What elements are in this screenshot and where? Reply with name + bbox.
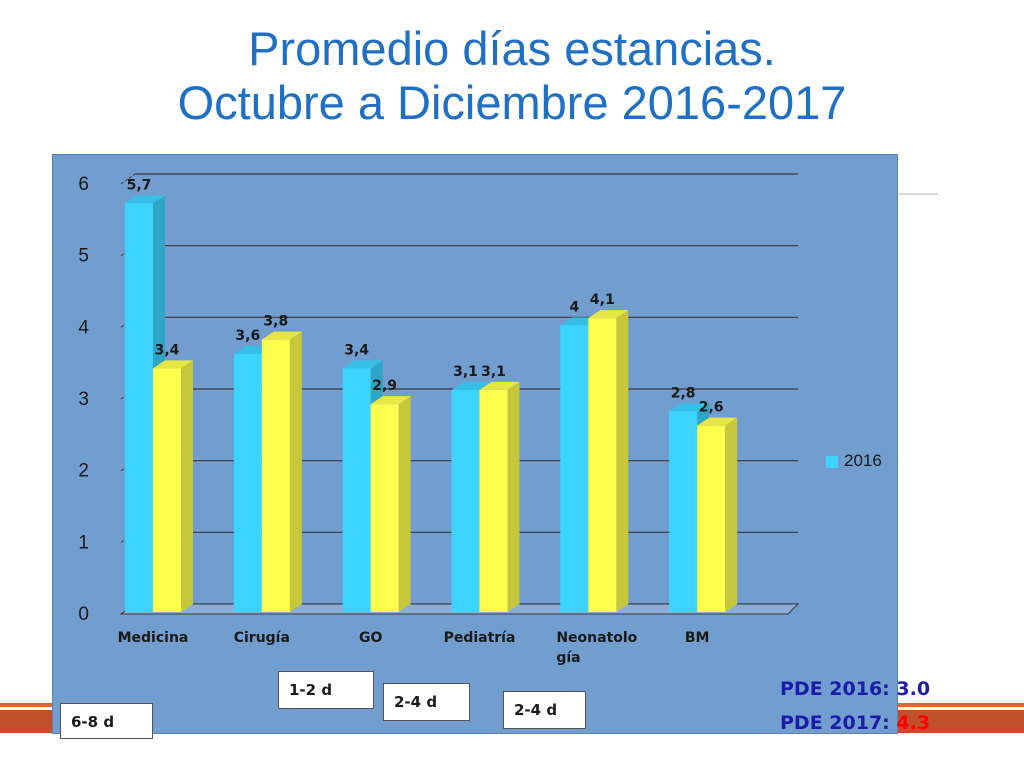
bar — [125, 203, 153, 612]
bar-side — [725, 417, 738, 612]
bar — [588, 318, 617, 612]
pde-2017-value: 4.3 — [896, 712, 931, 734]
bar-top — [588, 310, 629, 319]
bar-top — [669, 403, 710, 412]
y-tick-label: 4 — [78, 317, 89, 338]
data-label: 3,4 — [344, 342, 369, 358]
gridline-depth — [120, 460, 136, 472]
x-category-label: Neonatolo — [556, 630, 637, 646]
y-tick-label: 2 — [78, 461, 89, 482]
x-category-label: Cirugía — [234, 630, 290, 646]
x-category-label: GO — [359, 630, 382, 646]
data-label: 3,4 — [155, 342, 180, 358]
x-category-label: gía — [556, 650, 580, 666]
bar — [479, 389, 508, 612]
bar — [370, 404, 399, 612]
pde-2016-label: PDE 2016: — [780, 678, 890, 700]
bar-side — [289, 331, 302, 612]
gridline-depth — [120, 245, 136, 257]
bar — [669, 411, 698, 612]
bar — [560, 325, 589, 612]
x-category-label: Medicina — [118, 630, 189, 646]
bar-side — [181, 360, 193, 612]
footer-white-strip — [0, 733, 1024, 768]
data-label: 3,1 — [453, 364, 478, 380]
data-label: 5,7 — [127, 178, 152, 194]
bar-top — [261, 331, 302, 340]
bar-top — [370, 396, 411, 405]
data-label: 2,6 — [699, 400, 724, 416]
title-line-1: Promedio días estancias. — [248, 22, 776, 75]
bar-side — [507, 381, 520, 612]
data-label: 2,9 — [372, 378, 397, 394]
bar-top — [125, 195, 165, 204]
bar-side — [616, 310, 629, 612]
bar — [261, 339, 290, 612]
bar — [451, 389, 480, 612]
data-label: 4,1 — [590, 292, 615, 308]
legend-swatch — [826, 456, 838, 468]
data-label: 3,1 — [481, 364, 506, 380]
bar-top — [342, 360, 383, 369]
data-label: 2,8 — [671, 385, 696, 401]
bar-top — [479, 381, 520, 390]
range-box-cirugia: 1-2 d — [278, 671, 374, 709]
pde-2017-line: PDE 2017: 4.3 — [780, 712, 930, 734]
range-box-go: 2-4 d — [383, 683, 470, 721]
gridline-depth — [120, 316, 136, 328]
bar — [153, 368, 181, 612]
bar — [342, 368, 371, 612]
y-tick-label: 6 — [78, 174, 89, 195]
bar-chart: 0 1 2 3 4 5 6 5,7 3,4 Medicina 3,63,8 Cirugía 3,4 2,9… — [78, 173, 800, 666]
x-category-label: BM — [685, 630, 710, 646]
title-line-2: Octubre a Diciembre 2016-2017 — [177, 76, 847, 129]
slide-title: Promedio días estancias. Octubre a Dicie… — [0, 22, 1024, 130]
y-tick-label: 5 — [78, 246, 89, 267]
data-label: 3,6 — [235, 328, 260, 344]
y-tick-label: 0 — [78, 604, 89, 625]
x-category-label: Pediatría — [444, 630, 516, 646]
y-tick-label: 1 — [78, 532, 89, 553]
bar-top — [451, 381, 492, 390]
pde-2016-line: PDE 2016: 3.0 — [780, 678, 930, 700]
data-label: 4 — [569, 299, 579, 315]
gridline-depth — [120, 388, 136, 400]
legend-label: 2016 — [844, 451, 882, 470]
y-tick-label: 3 — [78, 389, 89, 410]
bar-top — [697, 417, 738, 426]
data-label: 3,8 — [263, 314, 288, 330]
range-box-neonatologia: 2-4 d — [503, 691, 586, 729]
pde-2017-label: PDE 2017: — [780, 712, 890, 734]
decorative-line — [898, 193, 938, 195]
gridline-depth — [120, 531, 136, 543]
pde-2016-value: 3.0 — [896, 678, 931, 700]
bar — [233, 354, 262, 612]
bar — [697, 425, 726, 612]
gridline-depth — [120, 173, 136, 185]
bar-top — [153, 360, 193, 369]
bar-side — [398, 396, 411, 612]
range-box-medicina: 6-8 d — [60, 703, 153, 739]
